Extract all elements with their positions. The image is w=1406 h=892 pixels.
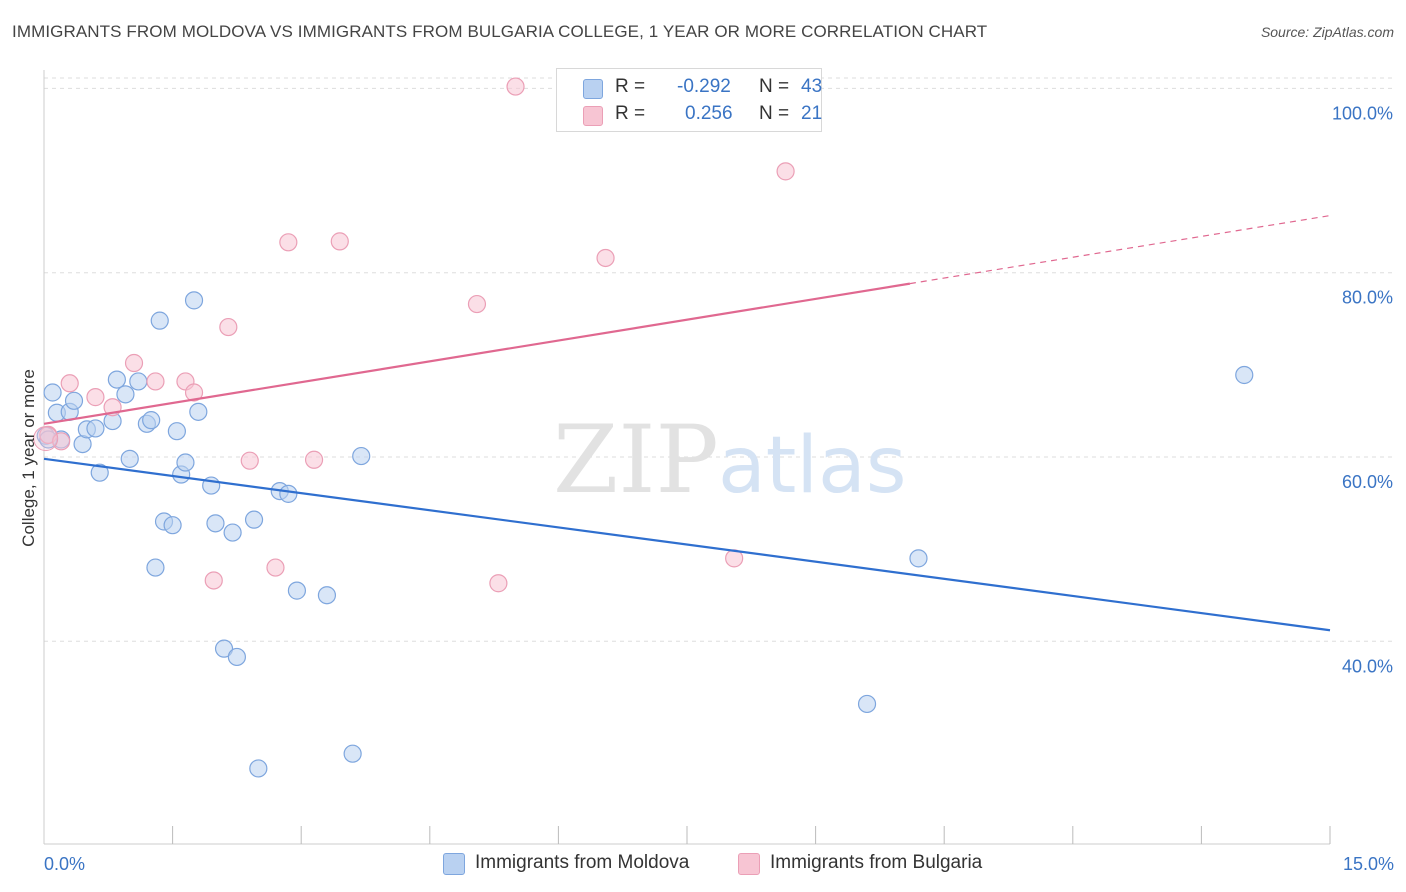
y-axis-label: College, 1 year or more [19, 369, 38, 547]
moldova-point [352, 446, 371, 466]
bulgaria-point [219, 317, 238, 337]
axis-layer [43, 70, 1331, 845]
moldova-point [184, 291, 204, 310]
moldova-point [189, 402, 208, 421]
chart-title: IMMIGRANTS FROM MOLDOVA VS IMMIGRANTS FR… [12, 22, 988, 41]
bulgaria-point [506, 77, 525, 96]
moldova-point [909, 549, 928, 568]
y-tick-label: 60.0% [1342, 472, 1393, 492]
bulgaria-point [240, 451, 259, 470]
bulgaria-point [467, 294, 487, 314]
points-layer [33, 77, 1254, 778]
moldova-point [163, 516, 182, 535]
bulgaria-point [279, 233, 298, 252]
moldova-swatch-icon [583, 79, 603, 99]
moldova-point [116, 385, 135, 404]
bulgaria-point [330, 232, 349, 251]
bulgaria-point [86, 388, 105, 407]
y-tick-label: 40.0% [1342, 656, 1393, 676]
r-value: 0.256 [685, 103, 733, 124]
legend-label-moldova: Immigrants from Moldova [475, 852, 690, 873]
bulgaria-point [489, 574, 508, 593]
moldova-point [244, 510, 264, 529]
cluster-point [33, 426, 59, 452]
x-tick-label: 0.0% [44, 854, 85, 874]
y-tick-label: 80.0% [1342, 288, 1393, 308]
moldova-point [223, 523, 242, 542]
bulgaria-point [304, 450, 324, 469]
moldova-trend-line [43, 457, 1331, 632]
stats-legend: R = -0.292 N = 43 R = 0.256 N = 21 [556, 68, 822, 132]
bulgaria-point [60, 374, 79, 393]
bulgaria-swatch-icon [738, 853, 760, 875]
bulgaria-point [776, 162, 795, 181]
bulgaria-point [146, 372, 165, 391]
moldova-point [90, 463, 109, 482]
moldova-point [857, 694, 877, 714]
moldova-point [227, 647, 246, 667]
watermark: ZIP atlas [553, 406, 907, 515]
bulgaria-point [266, 558, 285, 577]
r-label: R = [615, 76, 646, 97]
moldova-point [142, 411, 161, 430]
moldova-point [107, 370, 126, 389]
r-value: -0.292 [677, 76, 731, 97]
moldova-point [343, 744, 362, 763]
label-layer: College, 1 year or more 40.0% 60.0% 80.0% 1… [19, 103, 1394, 874]
legend-label-bulgaria: Immigrants from Bulgaria [770, 852, 983, 873]
bulgaria-trend-line [43, 282, 911, 425]
moldova-point [279, 484, 298, 503]
moldova-point [287, 581, 307, 600]
bulgaria-trend-extension [909, 214, 1331, 285]
r-label: R = [615, 103, 646, 124]
y-tick-label: 100.0% [1332, 103, 1393, 123]
bulgaria-point [184, 383, 204, 402]
watermark-atlas: atlas [718, 421, 907, 511]
n-value: 21 [801, 103, 823, 124]
moldova-point [129, 372, 148, 391]
moldova-point [176, 453, 195, 472]
moldova-point [317, 586, 337, 605]
grid-layer [44, 77, 1394, 642]
x-tick-label: 15.0% [1343, 854, 1394, 874]
moldova-point [120, 449, 139, 468]
source-label: Source: ZipAtlas.com [1260, 24, 1394, 40]
bulgaria-point [204, 571, 223, 590]
moldova-point [43, 383, 62, 402]
moldova-point [64, 391, 84, 410]
moldova-point [150, 311, 169, 330]
n-label: N = [759, 103, 790, 124]
bulgaria-point [52, 432, 71, 451]
moldova-point [167, 422, 186, 441]
trend-layer [43, 214, 1331, 632]
n-label: N = [759, 76, 790, 97]
bulgaria-swatch-icon [583, 106, 603, 126]
moldova-point [249, 759, 268, 778]
moldova-point [146, 558, 165, 577]
watermark-zip: ZIP [553, 406, 719, 515]
moldova-point [206, 514, 225, 533]
moldova-point [214, 639, 234, 658]
moldova-point [1235, 365, 1254, 385]
bulgaria-point [124, 353, 144, 373]
moldova-swatch-icon [443, 853, 465, 875]
moldova-point [86, 419, 105, 438]
n-value: 43 [801, 76, 823, 97]
bulgaria-point [596, 248, 615, 268]
